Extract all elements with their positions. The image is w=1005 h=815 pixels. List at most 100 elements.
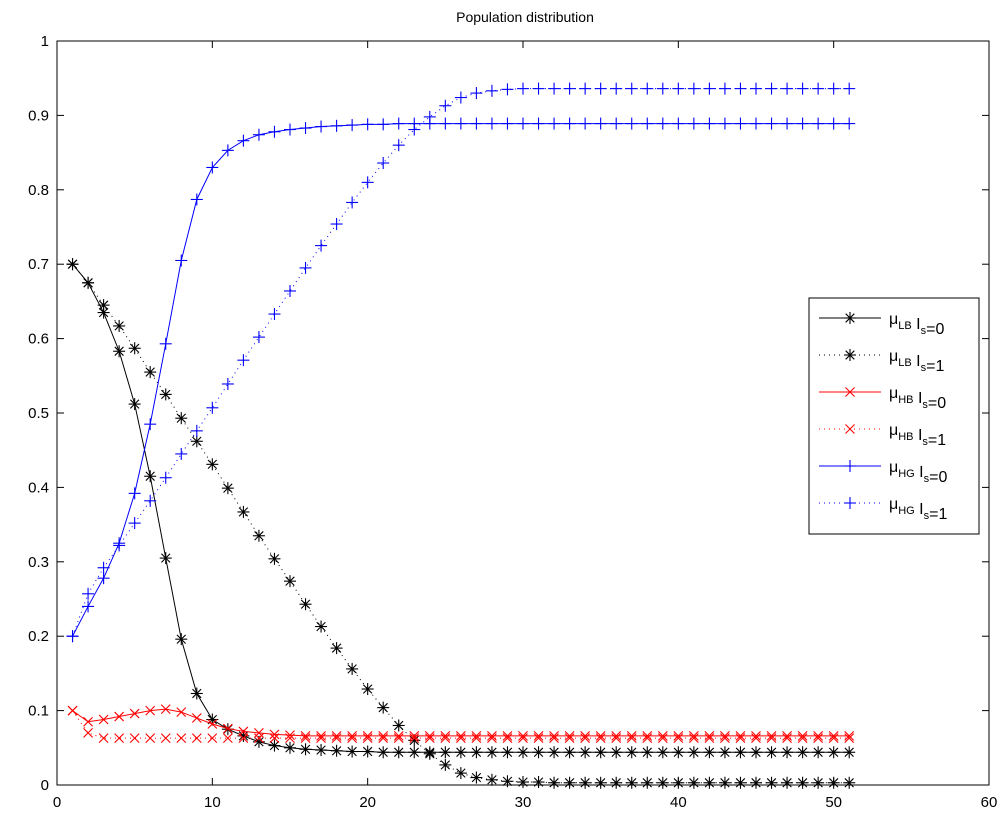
data-point-marker <box>207 733 218 744</box>
data-point-marker <box>254 733 264 744</box>
data-point-marker <box>718 746 731 759</box>
data-point-marker <box>656 82 669 95</box>
data-point-marker <box>704 731 715 741</box>
data-point-marker <box>392 139 405 152</box>
data-point-marker <box>83 716 93 727</box>
data-point-marker <box>221 144 234 157</box>
legend-label: μHB Is=1 <box>889 422 946 449</box>
data-point-marker <box>611 731 622 741</box>
data-point-marker <box>548 82 561 95</box>
data-point-marker <box>300 733 311 744</box>
data-point-marker <box>532 746 545 759</box>
data-point-marker <box>563 117 576 130</box>
data-point-marker <box>440 731 451 741</box>
data-point-marker <box>128 487 141 500</box>
data-point-marker <box>735 731 746 741</box>
data-point-marker <box>315 620 328 633</box>
y-tick-label: 0 <box>41 777 49 794</box>
chart-title: Population distribution <box>456 9 594 25</box>
legend-label-mu-sub: LB <box>898 357 911 369</box>
data-point-marker <box>175 633 188 646</box>
data-point-marker <box>237 354 250 367</box>
data-point-marker <box>703 746 716 759</box>
legend-label-i-sub: s <box>922 399 928 411</box>
legend-label-i: I <box>916 353 920 370</box>
data-point-marker <box>330 119 343 132</box>
data-point-marker <box>812 776 825 789</box>
data-point-marker <box>160 733 171 744</box>
data-point-marker <box>454 117 467 130</box>
data-point-marker <box>672 82 685 95</box>
legend-label: μHB Is=0 <box>889 385 946 412</box>
data-point-marker <box>439 746 452 759</box>
data-point-marker <box>610 746 623 759</box>
data-point-marker <box>439 758 452 771</box>
y-tick-label: 1 <box>41 33 49 50</box>
data-point-marker <box>796 746 809 759</box>
data-point-marker <box>471 733 482 744</box>
data-point-marker <box>128 398 141 411</box>
data-point-marker <box>765 776 778 789</box>
data-point-marker <box>765 117 778 130</box>
data-point-marker <box>501 117 514 130</box>
data-point-marker <box>657 731 668 741</box>
data-point-marker <box>797 733 808 744</box>
data-point-marker <box>454 767 467 780</box>
series-line <box>72 263 850 784</box>
data-point-marker <box>641 776 654 789</box>
data-point-marker <box>750 776 762 789</box>
data-point-marker <box>827 82 840 95</box>
data-point-marker <box>688 731 699 741</box>
legend-label-mu-sub: HB <box>898 431 913 443</box>
data-point-marker <box>485 746 498 759</box>
data-point-marker <box>299 598 312 611</box>
data-point-marker <box>735 733 746 744</box>
legend-label-val: =0 <box>928 395 946 412</box>
y-tick-label: 0.4 <box>28 479 49 496</box>
data-point-marker <box>517 776 529 789</box>
data-point-marker <box>424 731 435 741</box>
data-point-marker <box>579 82 592 95</box>
legend-label-i: I <box>919 501 923 518</box>
data-point-marker <box>796 776 809 789</box>
data-point-marker <box>827 117 840 130</box>
legend-label-mu: μ <box>889 385 898 402</box>
data-point-marker <box>97 299 110 312</box>
data-point-marker <box>610 776 623 789</box>
data-point-marker <box>440 733 451 744</box>
data-point-marker <box>222 733 233 744</box>
data-point-marker <box>362 731 373 741</box>
legend-label-i: I <box>919 464 923 481</box>
data-point-marker <box>502 733 513 744</box>
data-point-marker <box>517 117 529 130</box>
legend-label-i-sub: s <box>924 473 930 485</box>
data-point-marker <box>844 497 856 509</box>
data-point-marker <box>781 117 794 130</box>
data-point-marker <box>750 746 762 759</box>
data-point-marker <box>781 82 794 95</box>
data-point-marker <box>315 120 328 133</box>
data-point-marker <box>549 733 559 744</box>
series-group <box>66 82 856 789</box>
data-point-marker <box>718 82 731 95</box>
legend-label-mu-sub: HG <box>898 505 915 517</box>
data-point-marker <box>455 733 466 744</box>
data-point-marker <box>408 746 421 759</box>
data-point-marker <box>703 117 716 130</box>
data-point-marker <box>626 731 637 741</box>
data-point-marker <box>750 82 762 95</box>
data-point-marker <box>549 731 559 741</box>
y-tick-label: 0.8 <box>28 182 49 199</box>
data-point-marker <box>175 447 188 460</box>
data-point-marker <box>300 731 311 741</box>
legend-label-i-sub: s <box>922 436 928 448</box>
y-tick-label: 0.1 <box>28 703 49 720</box>
data-point-marker <box>625 117 638 130</box>
data-point-marker <box>377 157 390 170</box>
series-3 <box>67 705 855 744</box>
data-point-marker <box>844 349 856 361</box>
data-point-marker <box>750 117 762 130</box>
legend-label-mu-sub: HB <box>898 394 913 406</box>
data-point-marker <box>532 776 545 789</box>
